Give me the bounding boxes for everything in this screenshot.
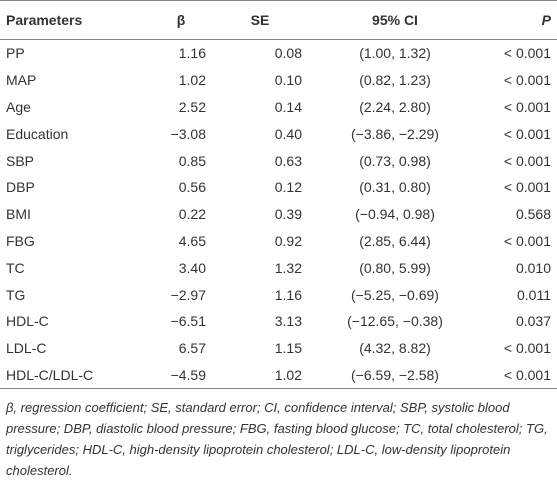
table-cell: (−0.94, 0.98) (355, 206, 435, 223)
table-cell: LDL-C (6, 340, 47, 357)
table-cell: (−5.25, −0.69) (351, 286, 439, 303)
table-cell: 1.02 (178, 72, 206, 89)
table-cell: 3.13 (274, 313, 302, 330)
table-row: PP 1.16 0.08 (1.00, 1.32) < 0.001 (0, 40, 557, 67)
table-cell: 0.92 (274, 232, 302, 249)
table-row: FBG 4.65 0.92 (2.85, 6.44) < 0.001 (0, 228, 557, 255)
table-cell: 0.85 (178, 152, 206, 169)
table-cell: (0.31, 0.80) (359, 179, 431, 196)
table-cell: 0.40 (274, 125, 302, 142)
table-cell: 0.39 (274, 206, 302, 223)
table-row: HDL-C/LDL-C −4.59 1.02 (−6.59, −2.58) < 0.00… (0, 361, 557, 390)
table-row: MAP 1.02 0.10 (0.82, 1.23) < 0.001 (0, 67, 557, 94)
table-row: Education −3.08 0.40 (−3.86, −2.29) < 0.001 (0, 120, 557, 147)
table-cell: (0.73, 0.98) (359, 152, 431, 169)
table-cell: (0.82, 1.23) (359, 72, 431, 89)
table-cell: 0.22 (178, 206, 206, 223)
table-cell: (−12.65, −0.38) (347, 313, 443, 330)
table-cell: 2.52 (178, 98, 206, 115)
table-cell: 0.568 (515, 206, 551, 223)
table-row: TC 3.40 1.32 (0.80, 5.99) 0.010 (0, 254, 557, 281)
table-cell: (0.80, 5.99) (359, 259, 431, 276)
table-cell: HDL-C (6, 313, 49, 330)
table-cell: 0.10 (274, 72, 302, 89)
table-cell: < 0.001 (503, 125, 551, 142)
table-cell: 4.65 (178, 232, 206, 249)
table-row: LDL-C 6.57 1.15 (4.32, 8.82) < 0.001 (0, 335, 557, 362)
table-cell: −6.51 (170, 313, 206, 330)
table-cell: < 0.001 (482, 361, 557, 390)
table-cell: −2.97 (170, 286, 206, 303)
table-cell: (4.32, 8.82) (359, 340, 431, 357)
table-cell: −4.59 (150, 361, 212, 390)
table-cell: 0.037 (515, 313, 551, 330)
table-cell: 0.010 (515, 259, 551, 276)
table-row: DBP 0.56 0.12 (0.31, 0.80) < 0.001 (0, 174, 557, 201)
table-cell: 0.56 (178, 179, 206, 196)
table-cell: (1.00, 1.32) (359, 45, 431, 62)
column-header: Parameters (0, 0, 150, 40)
table-cell: (−6.59, −2.58) (308, 361, 482, 390)
table-cell: < 0.001 (503, 72, 551, 89)
table-cell: MAP (6, 72, 37, 89)
table-cell: < 0.001 (503, 232, 551, 249)
table-cell: 1.15 (274, 340, 302, 357)
table-cell: 0.12 (274, 179, 302, 196)
table-cell: SBP (6, 152, 35, 169)
table-row: HDL-C −6.51 3.13 (−12.65, −0.38) 0.037 (0, 308, 557, 335)
column-header: 95% CI (308, 0, 482, 40)
column-header: β (150, 0, 212, 40)
table-cell: < 0.001 (503, 45, 551, 62)
table-row: TG −2.97 1.16 (−5.25, −0.69) 0.011 (0, 281, 557, 308)
table-cell: 1.02 (212, 361, 308, 390)
table-cell: HDL-C/LDL-C (0, 361, 150, 390)
table-cell: 1.16 (274, 286, 302, 303)
table-cell: BMI (6, 206, 31, 223)
table-cell: 0.14 (274, 98, 302, 115)
table-cell: 1.16 (178, 45, 206, 62)
table-cell: (−3.86, −2.29) (351, 125, 439, 142)
header-row: Parameters β SE 95% CI P (0, 0, 557, 40)
table-cell: < 0.001 (503, 340, 551, 357)
results-table: Parameters β SE 95% CI P PP 1.16 0.08 (1.00, 1.… (0, 0, 557, 390)
table-cell: 0.63 (274, 152, 302, 169)
table-cell: 1.32 (274, 259, 302, 276)
table-cell: 0.011 (517, 286, 551, 303)
table-cell: (2.24, 2.80) (359, 98, 431, 115)
column-header: SE (212, 0, 308, 40)
table-row: BMI 0.22 0.39 (−0.94, 0.98) 0.568 (0, 201, 557, 228)
footnote: β, regression coefficient; SE, standard … (6, 400, 548, 479)
table-cell: PP (6, 45, 25, 62)
table-cell: TG (6, 286, 26, 303)
table-cell: DBP (6, 179, 35, 196)
table-cell: 6.57 (178, 340, 206, 357)
table-cell: −3.08 (170, 125, 206, 142)
table-cell: Education (6, 125, 69, 142)
table-body: PP 1.16 0.08 (1.00, 1.32) < 0.001 MAP 1.02 0.10… (0, 40, 557, 390)
column-header: P (482, 0, 557, 40)
table-cell: < 0.001 (503, 152, 551, 169)
table-cell: < 0.001 (503, 98, 551, 115)
table-cell: FBG (6, 232, 35, 249)
table-cell: 3.40 (178, 259, 206, 276)
table-cell: Age (6, 98, 31, 115)
table-row: SBP 0.85 0.63 (0.73, 0.98) < 0.001 (0, 147, 557, 174)
table-cell: < 0.001 (503, 179, 551, 196)
table-cell: (2.85, 6.44) (359, 232, 431, 249)
table-cell: TC (6, 259, 25, 276)
table-row: Age 2.52 0.14 (2.24, 2.80) < 0.001 (0, 94, 557, 121)
table-cell: 0.08 (274, 45, 302, 62)
